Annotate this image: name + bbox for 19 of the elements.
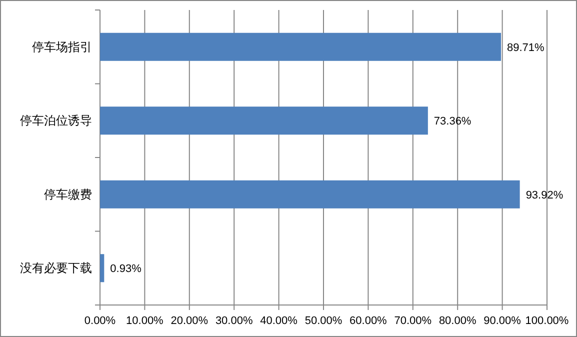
- x-tick-label: 70.00%: [394, 315, 432, 327]
- x-tick-label: 60.00%: [350, 315, 388, 327]
- data-label: 89.71%: [507, 42, 545, 54]
- x-tick-label: 0.00%: [84, 315, 116, 327]
- x-tick-label: 80.00%: [438, 315, 476, 327]
- data-label: 73.36%: [434, 116, 472, 128]
- x-tick-label: 40.00%: [260, 315, 298, 327]
- x-tick-label: 90.00%: [484, 315, 522, 327]
- y-tick-label: 没有必要下载: [20, 261, 92, 276]
- y-tick-label: 停车场指引: [32, 40, 92, 54]
- x-tick-label: 10.00%: [126, 315, 164, 327]
- data-label: 93.92%: [526, 189, 564, 202]
- x-tick-label: 30.00%: [215, 315, 253, 327]
- x-tick-label: 50.00%: [304, 315, 342, 327]
- y-tick-label: 停车缴费: [44, 187, 92, 202]
- y-tick-label: 停车泊位诱导: [20, 114, 92, 128]
- x-tick-label: 20.00%: [170, 315, 208, 327]
- x-tick-label: 100.00%: [525, 315, 569, 327]
- data-label: 0.93%: [110, 263, 142, 276]
